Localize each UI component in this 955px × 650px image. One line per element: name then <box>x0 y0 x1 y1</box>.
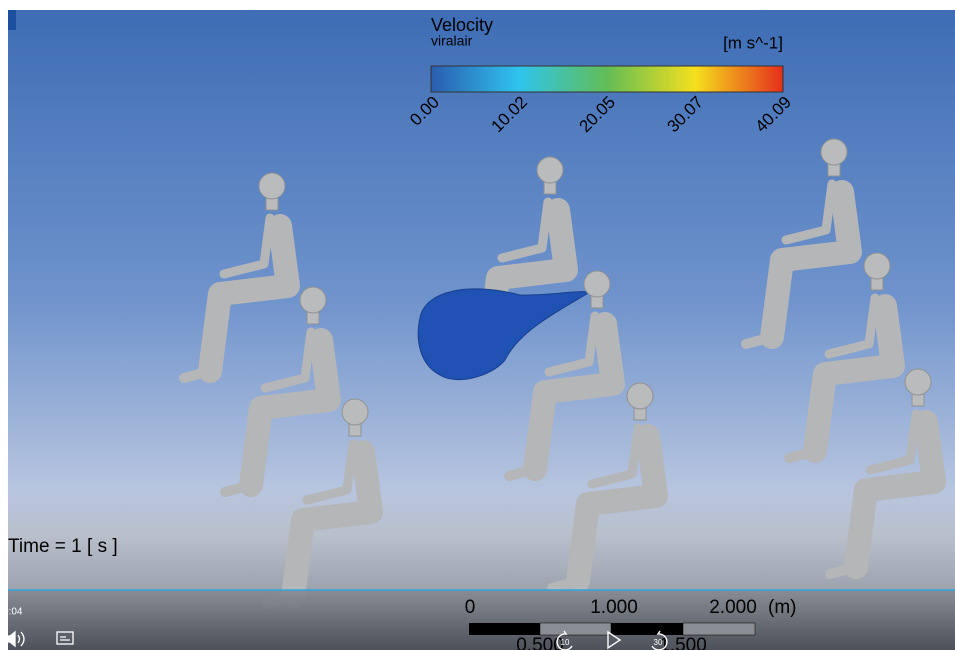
legend-unit: [m s^-1] <box>723 33 783 52</box>
forward-label: 30 <box>654 638 663 647</box>
scale-unit: (m) <box>768 597 796 618</box>
scale-label: 2.000 <box>709 597 757 618</box>
color-bar <box>431 66 783 92</box>
player-bar <box>8 590 955 650</box>
scale-label: 0 <box>465 597 476 618</box>
legend-variable: viralair <box>431 33 473 49</box>
rewind-label: 10 <box>561 638 570 647</box>
scale-label: 1.000 <box>590 597 638 618</box>
elapsed-time: 0:04 <box>3 607 23 618</box>
time-label: Time = 1 [ s ] <box>8 536 118 557</box>
screenshot: Velocity viralair [m s^-1] 0.0010.0220.0… <box>0 0 955 650</box>
corner-marker <box>8 10 16 30</box>
